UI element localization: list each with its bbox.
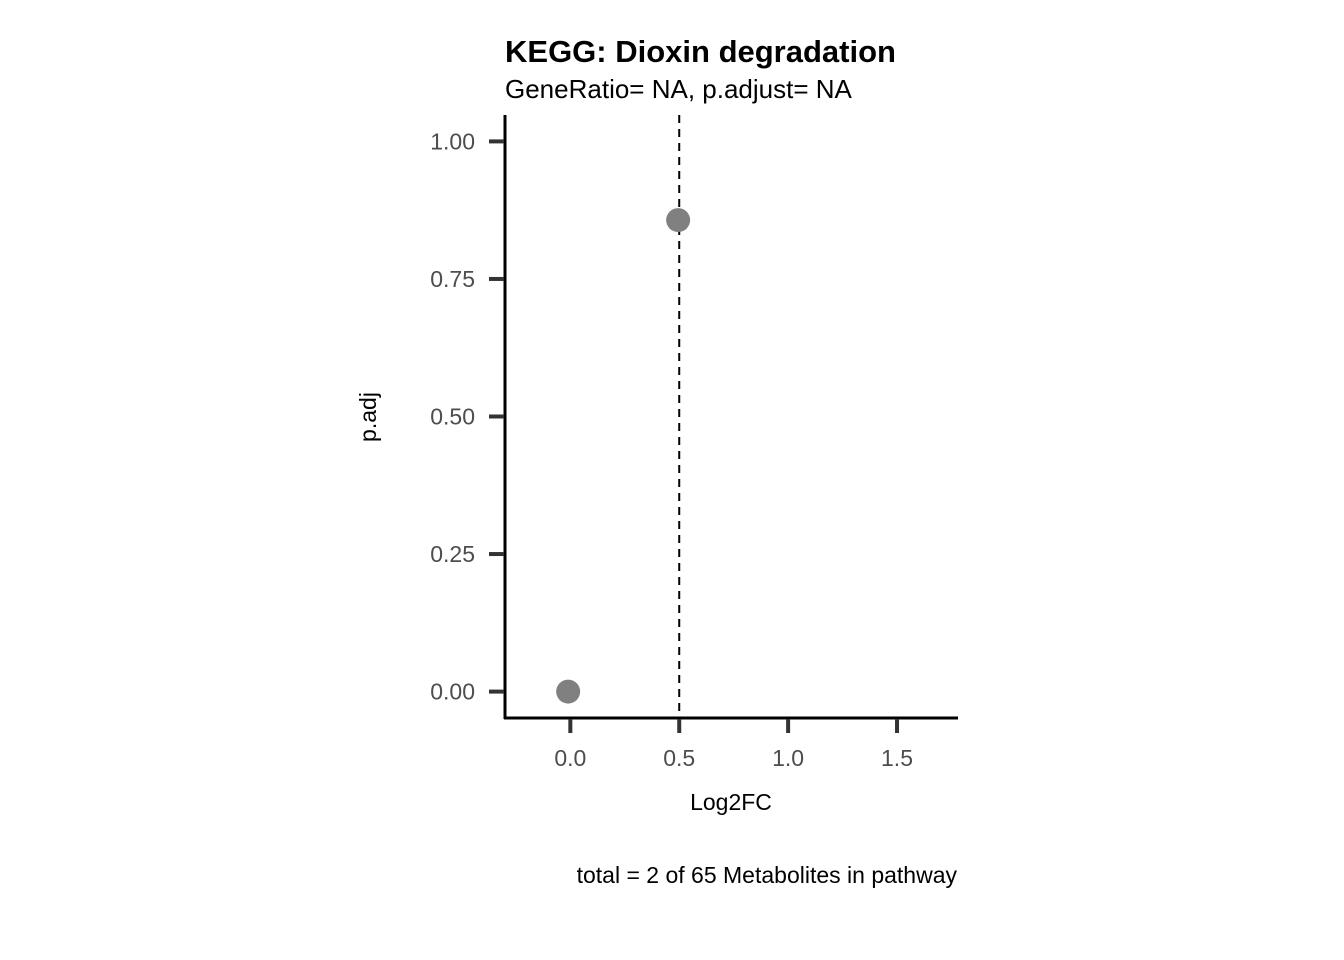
- y-axis-label: p.adj: [355, 392, 381, 442]
- y-tick-label: 0.75: [430, 266, 475, 292]
- y-tick-label: 1.00: [430, 128, 475, 154]
- x-axis-ticks: 0.0 0.5 1.0 1.5: [554, 719, 913, 771]
- data-point-2: [666, 208, 691, 233]
- data-point-1: [556, 679, 581, 704]
- plot-area: [556, 115, 691, 718]
- x-tick-label: 1.0: [772, 745, 804, 771]
- y-tick-label: 0.00: [430, 679, 475, 705]
- y-tick-label: 0.25: [430, 541, 475, 567]
- x-tick-label: 0.5: [663, 745, 695, 771]
- x-tick-label: 0.0: [554, 745, 586, 771]
- y-tick-label: 0.50: [430, 404, 475, 430]
- chart-caption: total = 2 of 65 Metabolites in pathway: [577, 862, 958, 888]
- chart-subtitle: GeneRatio= NA, p.adjust= NA: [505, 74, 853, 104]
- x-tick-label: 1.5: [881, 745, 913, 771]
- y-axis-ticks: 0.00 0.25 0.50 0.75 1.00: [430, 128, 504, 705]
- chart-title: KEGG: Dioxin degradation: [505, 34, 896, 69]
- x-axis-label: Log2FC: [690, 789, 772, 815]
